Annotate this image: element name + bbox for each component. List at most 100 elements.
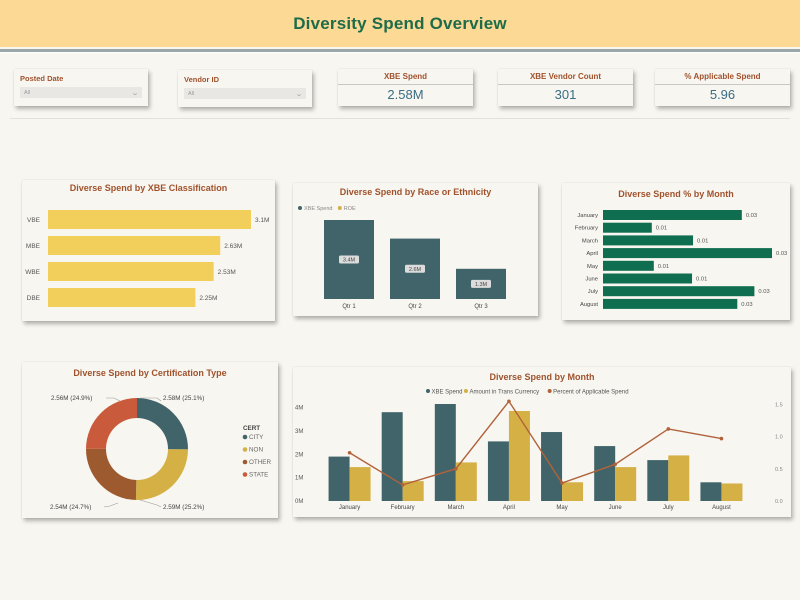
bar	[603, 260, 654, 271]
legend-marker	[242, 434, 248, 440]
kpi-title: XBE Spend	[338, 69, 473, 85]
header-banner: Diversity Spend Overview	[0, 0, 800, 47]
bar-xbe-spend	[434, 403, 456, 501]
divider	[10, 118, 790, 119]
data-label: 2.56M (24.9%)	[51, 395, 92, 402]
y-right-tick: 1.5	[775, 403, 783, 409]
line-point	[347, 450, 352, 455]
category-label: Qtr 2	[408, 304, 422, 310]
data-label: 2.58M (25.1%)	[163, 395, 204, 402]
y-left-tick: 4M	[295, 406, 303, 412]
legend-label: ROE	[344, 206, 356, 212]
chevron-down-icon: ⌄	[294, 90, 304, 98]
data-label: 2.59M (25.2%)	[163, 504, 204, 511]
callout-line	[140, 397, 162, 402]
certification-type-chart: Diverse Spend by Certification Type 2.58…	[22, 362, 278, 518]
vendor-id-dropdown[interactable]: All ⌄	[184, 88, 306, 99]
data-label: 0.01	[658, 264, 669, 270]
category-label: June	[609, 505, 623, 511]
legend-marker	[242, 459, 248, 465]
data-label: 3.4M	[343, 258, 356, 264]
certification-type-plot: 2.58M (25.1%) 2.59M (25.2%) 2.54M (24.7%) 2…	[50, 395, 271, 511]
data-label: 2.54M (24.7%)	[50, 504, 91, 511]
data-label: 0.01	[696, 277, 707, 283]
y-right-tick: 0.0	[775, 499, 783, 505]
kpi-value: 301	[554, 87, 577, 102]
page-title: Diversity Spend Overview	[293, 13, 507, 33]
kpi-xbe-vendor-count: XBE Vendor Count 301	[498, 69, 633, 106]
legend-label: CITY	[249, 434, 264, 441]
data-label: 0.03	[776, 251, 787, 257]
bar	[603, 222, 652, 233]
legend-marker	[242, 472, 248, 477]
posted-date-dropdown[interactable]: All ⌄	[20, 87, 142, 98]
line-point	[454, 467, 458, 471]
bar-xbe-spend	[487, 441, 509, 501]
callout-line	[139, 499, 162, 508]
callout-line	[106, 397, 121, 402]
legend-label: OTHER	[249, 459, 271, 466]
line-point	[507, 399, 511, 404]
category-label: June	[585, 277, 598, 283]
category-label: January	[577, 213, 598, 219]
header-divider	[0, 49, 800, 52]
bar	[603, 286, 755, 297]
data-label: 0.03	[758, 289, 769, 295]
data-label-bg	[405, 264, 425, 273]
y-left-tick: 0M	[295, 499, 303, 505]
bar-amount-trans-currency	[721, 483, 743, 501]
category-label: July	[588, 289, 598, 295]
category-label: January	[339, 505, 360, 511]
legend-label: STATE	[249, 472, 268, 479]
data-label: 0.03	[746, 213, 757, 219]
bar	[603, 235, 694, 246]
bar-amount-trans-currency	[562, 482, 584, 501]
legend-title: CERT	[243, 425, 260, 432]
line-point	[666, 427, 671, 431]
xbe-classification-plot: VBE 3.1M MBE 2.63M WBE 2.53M DBE 2.25M	[25, 210, 269, 307]
category-label: August	[712, 505, 731, 511]
spend-by-month-chart: Diverse Spend by Month XBE Spend Amount i…	[293, 367, 791, 517]
kpi-title: XBE Vendor Count	[498, 69, 633, 85]
chart-title: Diverse Spend by Certification Type	[73, 368, 227, 378]
category-label: Qtr 1	[342, 304, 356, 310]
chart-title: Diverse Spend by Month	[489, 372, 595, 382]
chart-title: Diverse Spend by XBE Classification	[69, 183, 228, 193]
category-label: February	[575, 226, 598, 232]
chart-title: Diverse Spend by Race or Ethnicity	[339, 187, 492, 197]
bar-xbe-spend	[647, 460, 669, 501]
bar	[603, 273, 693, 284]
bar	[603, 298, 738, 309]
spend-by-month-plot: XBE Spend Amount in Trans Currency Percent…	[295, 389, 783, 511]
line-point	[560, 481, 564, 485]
bar-amount-trans-currency	[508, 411, 530, 501]
category-label: April	[503, 505, 515, 511]
data-label: 2.63M	[224, 243, 242, 250]
category-label: February	[391, 505, 415, 511]
category-label: MBE	[26, 243, 41, 250]
bar-amount-trans-currency	[615, 467, 637, 501]
y-right-tick: 1.0	[775, 435, 783, 441]
legend-label: NON	[249, 447, 263, 454]
category-label: May	[587, 264, 598, 270]
slice	[86, 398, 137, 449]
bar-xbe-spend	[594, 446, 616, 501]
bar-xbe-spend	[700, 482, 722, 501]
legend-label: Percent of Applicable Spend	[553, 390, 628, 396]
legend-label: XBE Spend	[432, 390, 463, 396]
bar-xbe-spend	[328, 456, 350, 501]
data-label: 2.6M	[409, 267, 422, 273]
bar	[603, 210, 742, 220]
data-label: 3.1M	[255, 217, 269, 224]
category-label: Qtr 3	[474, 304, 488, 310]
vendor-id-value: All	[188, 90, 195, 97]
spend-pct-month-plot: January 0.03 February 0.01 March 0.01 April 0.0…	[575, 210, 787, 309]
line-point	[400, 483, 405, 487]
category-label: May	[556, 505, 567, 511]
data-label: 0.01	[697, 238, 708, 244]
category-label: August	[580, 302, 598, 308]
data-label-bg	[339, 255, 359, 264]
callout-line	[103, 502, 119, 508]
y-left-tick: 1M	[295, 476, 303, 482]
slice	[135, 449, 188, 500]
